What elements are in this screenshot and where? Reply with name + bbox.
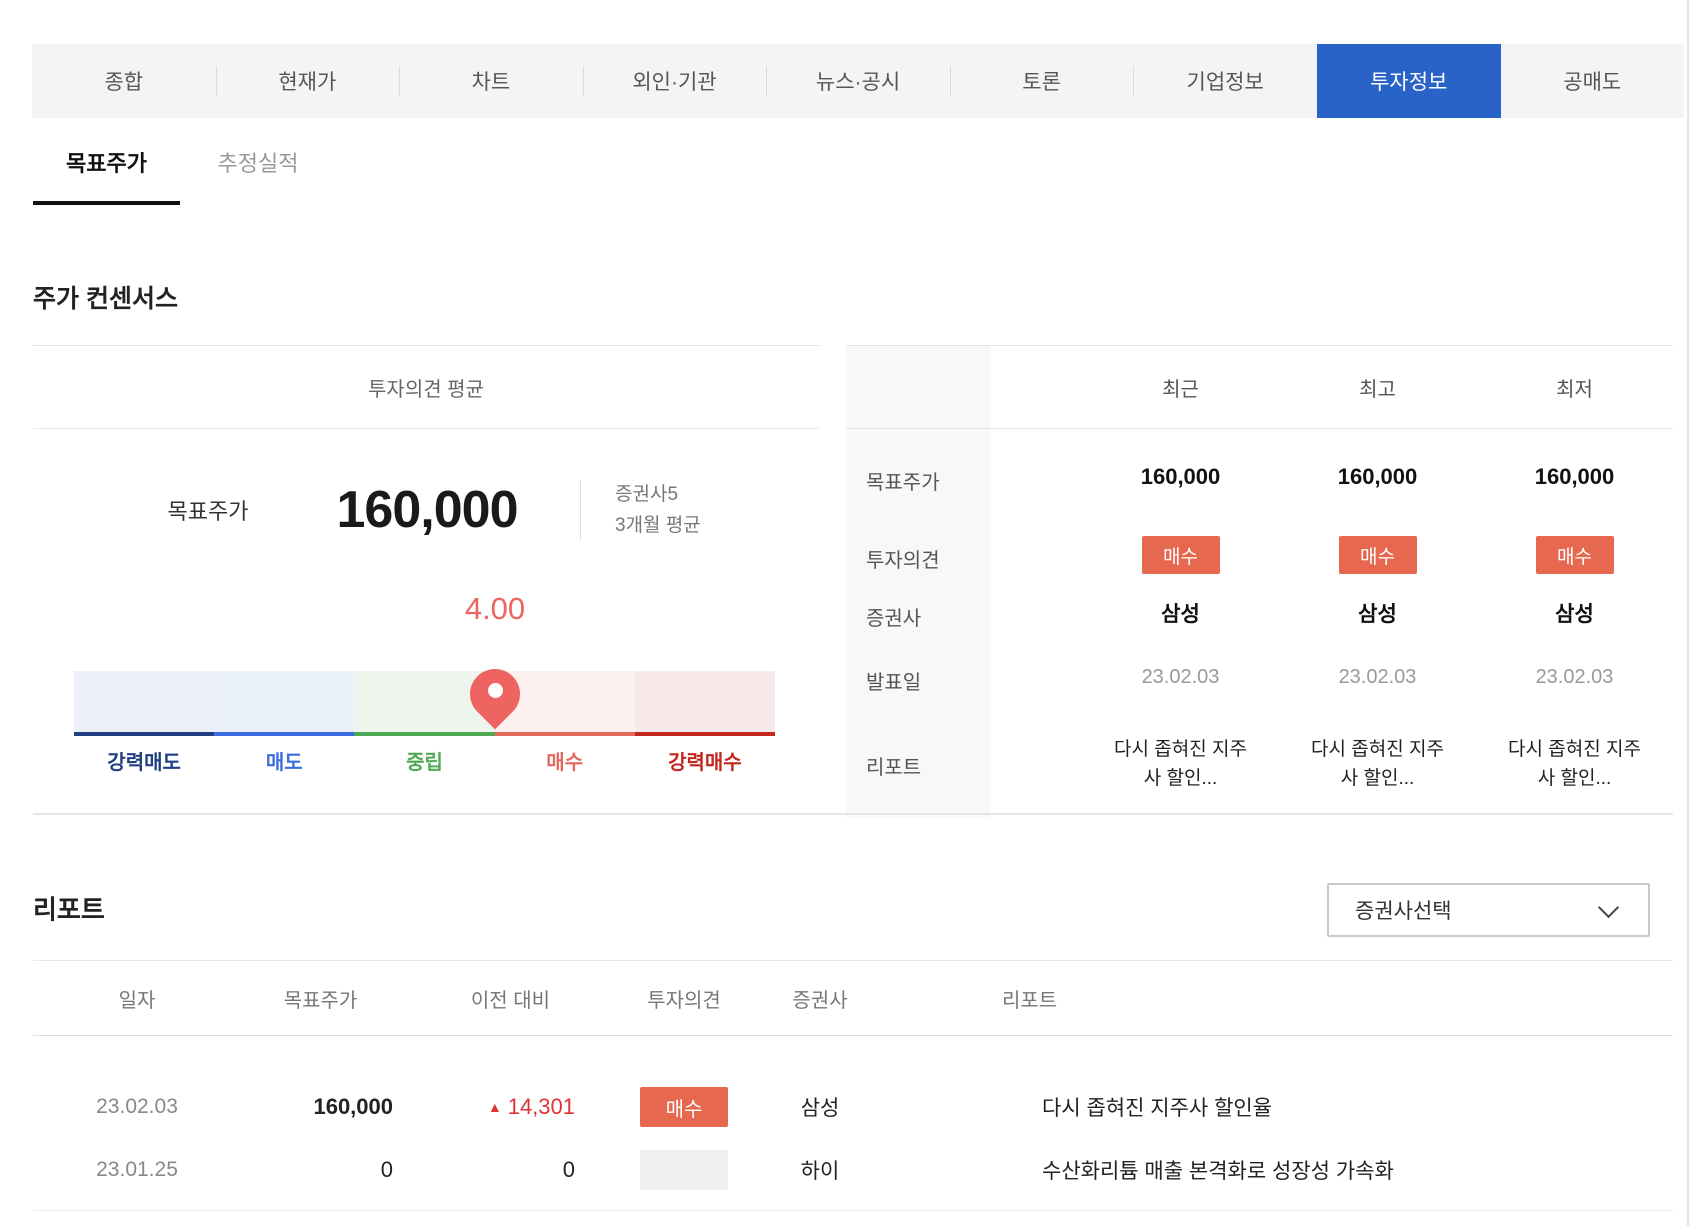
report-row-change: 0 bbox=[562, 1157, 575, 1182]
nav-tab-price[interactable]: 현재가 bbox=[215, 44, 400, 118]
col-header-highest: 최고 bbox=[1359, 378, 1396, 401]
broker-select-dropdown[interactable]: 증권사선택 bbox=[1327, 883, 1650, 937]
scale-label-buy: 매수 bbox=[546, 752, 584, 774]
page-edge-line bbox=[1687, 0, 1689, 1226]
summary-target-highest: 160,000 bbox=[1337, 464, 1418, 489]
col-header-recent: 최근 bbox=[1162, 378, 1199, 401]
subtab-active-underline bbox=[33, 201, 180, 205]
summary-target-lowest: 160,000 bbox=[1534, 464, 1615, 489]
row-label-opinion: 투자의견 bbox=[866, 550, 940, 572]
empty-opinion-badge bbox=[640, 1150, 728, 1190]
row-label-column-bg bbox=[846, 346, 991, 817]
summary-date-recent: 23.02.03 bbox=[1141, 665, 1220, 688]
report-row-date: 23.02.03 bbox=[96, 1095, 178, 1118]
header-target: 목표주가 bbox=[283, 989, 358, 1012]
scale-label-strong-buy: 강력매수 bbox=[668, 752, 742, 774]
report-table-header: 일자 목표주가 이전 대비 투자의견 증권사 리포트 bbox=[33, 961, 1673, 1036]
opinion-average-header: 투자의견 평균 bbox=[33, 346, 819, 429]
target-price-value: 160,000 bbox=[336, 481, 519, 539]
report-section-title: 리포트 bbox=[33, 894, 105, 925]
report-row-date: 23.01.25 bbox=[96, 1158, 178, 1181]
summary-broker-recent: 삼성 bbox=[1161, 603, 1200, 626]
header-broker: 증권사 bbox=[792, 989, 848, 1012]
row-label-broker: 증권사 bbox=[866, 608, 922, 630]
map-pin-dot bbox=[488, 683, 503, 698]
nav-tab-short-selling[interactable]: 공매도 bbox=[1563, 71, 1622, 94]
buy-badge: 매수 bbox=[1338, 536, 1417, 574]
nav-tab-news[interactable]: 뉴스·공시 bbox=[766, 44, 950, 118]
report-row-target: 0 bbox=[380, 1157, 393, 1182]
summary-opinion-lowest: 매수 bbox=[1476, 526, 1673, 584]
header-report: 리포트 bbox=[1002, 989, 1058, 1012]
report-row-broker: 삼성 bbox=[800, 1097, 840, 1120]
subtab-estimates[interactable]: 추정실적 bbox=[217, 151, 299, 176]
summary-opinion-recent: 매수 bbox=[1082, 526, 1279, 584]
report-row-target: 160,000 bbox=[313, 1094, 393, 1119]
up-triangle-icon: ▲ bbox=[487, 1099, 502, 1115]
scale-label-neutral: 중립 bbox=[406, 752, 443, 774]
nav-tab-summary[interactable]: 종합 bbox=[104, 71, 144, 94]
nav-tab-investor-info[interactable]: 투자정보 bbox=[1316, 44, 1501, 118]
header-change: 이전 대비 bbox=[470, 989, 551, 1012]
report-row-broker: 하이 bbox=[800, 1160, 840, 1183]
opinion-scale bbox=[74, 671, 776, 736]
scale-segment-sell bbox=[214, 671, 355, 736]
scale-label-strong-sell: 강력매도 bbox=[107, 752, 181, 774]
brokers-count: 증권사5 bbox=[615, 484, 679, 505]
buy-badge: 매수 bbox=[1535, 536, 1614, 574]
col-header-lowest: 최저 bbox=[1556, 378, 1593, 401]
opinion-score: 4.00 bbox=[464, 591, 526, 626]
header-opinion: 투자의견 bbox=[647, 989, 721, 1012]
buy-badge: 매수 bbox=[1141, 536, 1220, 574]
nav-tab-company-info[interactable]: 기업정보 bbox=[1133, 44, 1317, 118]
summary-report-lowest[interactable]: 다시 좁혀진 지주사 할인... bbox=[1508, 739, 1641, 789]
summary-date-lowest: 23.02.03 bbox=[1535, 665, 1614, 688]
consensus-summary-table: 최근 최고 최저 목표주가 160,000 160,000 160,000 투자… bbox=[846, 345, 1673, 817]
report-row-opinion bbox=[603, 1150, 765, 1190]
header-date: 일자 bbox=[118, 989, 156, 1012]
scale-segment-strong-buy bbox=[634, 671, 776, 736]
summary-date-highest: 23.02.03 bbox=[1338, 665, 1417, 688]
report-row-title[interactable]: 다시 좁혀진 지주사 할인율 bbox=[1042, 1097, 1273, 1120]
summary-opinion-highest: 매수 bbox=[1279, 526, 1476, 584]
opinion-average-panel: 투자의견 평균 목표주가 160,000 증권사5 3개월 평균 4.00 강력… bbox=[33, 345, 819, 776]
nav-tab-discussion[interactable]: 토론 bbox=[949, 44, 1134, 118]
summary-target-recent: 160,000 bbox=[1140, 464, 1221, 489]
report-table: 일자 목표주가 이전 대비 투자의견 증권사 리포트 23.02.03 160,… bbox=[33, 960, 1673, 1213]
row-label-target-price: 목표주가 bbox=[866, 472, 940, 494]
target-price-label: 목표주가 bbox=[167, 499, 249, 524]
row-label-date: 발표일 bbox=[866, 672, 922, 694]
report-table-bottom-border bbox=[33, 1210, 1673, 1211]
row-label-report: 리포트 bbox=[866, 757, 922, 779]
report-row-title[interactable]: 수산화리튬 매출 본격화로 성장성 가속화 bbox=[1042, 1160, 1394, 1183]
consensus-section-title: 주가 컨센서스 bbox=[33, 285, 178, 313]
buy-badge: 매수 bbox=[640, 1087, 728, 1127]
summary-report-highest[interactable]: 다시 좁혀진 지주사 할인... bbox=[1311, 739, 1444, 789]
scale-segment-strong-sell bbox=[74, 671, 215, 736]
subtab-target-price[interactable]: 목표주가 bbox=[66, 151, 147, 176]
summary-report-recent[interactable]: 다시 좁혀진 지주사 할인... bbox=[1114, 739, 1247, 789]
section-divider bbox=[33, 813, 1673, 815]
period-average-label: 3개월 평균 bbox=[615, 515, 701, 536]
top-nav: 종합 현재가 차트 외인·기관 뉴스·공시 토론 기업정보 투자정보 공매도 bbox=[32, 44, 1684, 118]
chevron-down-icon bbox=[1597, 896, 1620, 919]
nav-tab-chart[interactable]: 차트 bbox=[399, 44, 583, 118]
report-row-opinion: 매수 bbox=[603, 1087, 765, 1127]
summary-broker-highest: 삼성 bbox=[1358, 603, 1397, 626]
scale-label-sell: 매도 bbox=[265, 752, 303, 774]
report-row: 23.02.03 160,000 ▲ 14,301 매수 삼성 다시 좁혀진 지주… bbox=[33, 1073, 1673, 1141]
report-row-change: ▲ 14,301 bbox=[487, 1094, 575, 1119]
report-row: 23.01.25 0 0 하이 수산화리튬 매출 본격화로 성장성 가속화 bbox=[33, 1141, 1673, 1199]
vertical-divider bbox=[580, 480, 581, 540]
summary-broker-lowest: 삼성 bbox=[1555, 603, 1594, 626]
summary-table-header: 최근 최고 최저 bbox=[846, 346, 1673, 429]
nav-tab-foreign-inst[interactable]: 외인·기관 bbox=[582, 44, 767, 118]
broker-select-label: 증권사선택 bbox=[1355, 900, 1452, 923]
